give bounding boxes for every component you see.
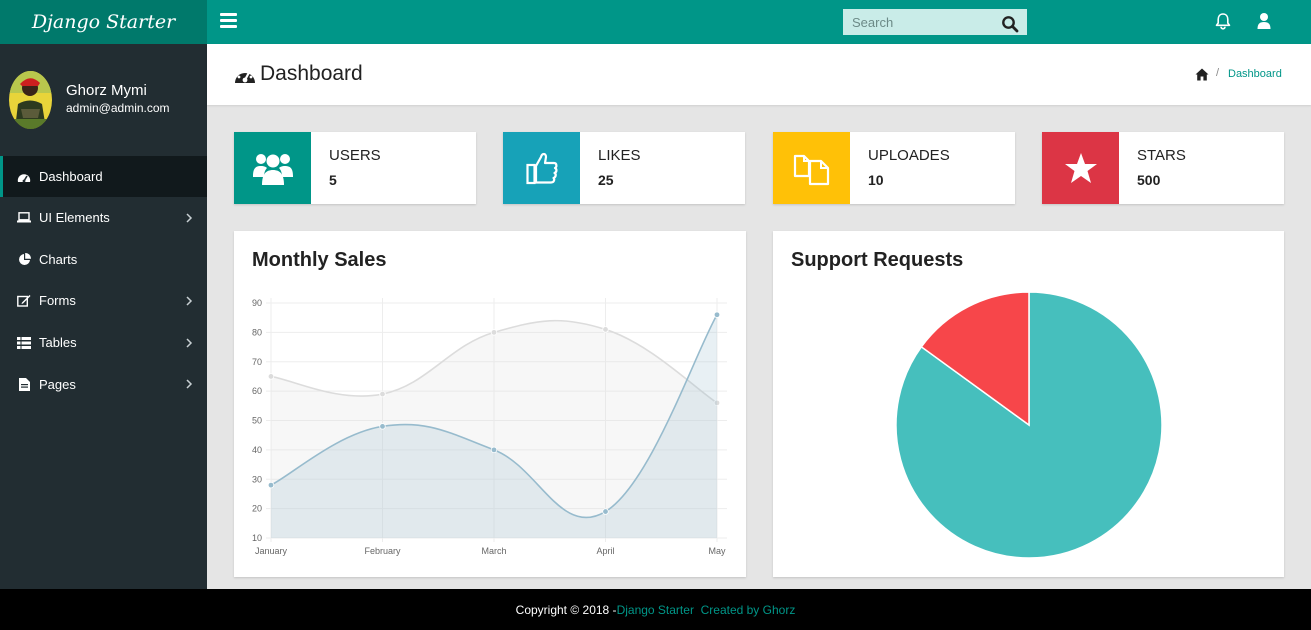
users-icon bbox=[234, 132, 311, 204]
footer-link-creator[interactable]: Created by Ghorz bbox=[700, 602, 796, 617]
footer-copyright: Copyright © 2018 - bbox=[515, 602, 617, 617]
panel-title: Support Requests bbox=[791, 249, 964, 271]
thumbs-up-icon bbox=[503, 132, 580, 204]
sidebar-item-label: Forms bbox=[39, 293, 76, 309]
series-0-point[interactable] bbox=[602, 326, 609, 333]
top-navbar: Django Starter bbox=[0, 0, 1311, 44]
search-icon[interactable] bbox=[1001, 15, 1019, 33]
stat-value: 5 bbox=[329, 172, 337, 188]
sidebar-item-pages[interactable]: Pages bbox=[0, 363, 207, 405]
series-0-area bbox=[271, 320, 717, 538]
x-tick-label: March bbox=[481, 546, 506, 556]
stat-label: USERS bbox=[329, 147, 381, 164]
profile-email: admin@admin.com bbox=[66, 101, 170, 115]
monthly-sales-panel: Monthly Sales 10 20 30 40 50 60 70 80 90 January F… bbox=[234, 231, 746, 577]
panel-title: Monthly Sales bbox=[252, 249, 387, 271]
chevron-right-icon bbox=[186, 296, 193, 306]
stat-card-stars: STARS 500 bbox=[1042, 132, 1284, 204]
stat-label: STARS bbox=[1137, 147, 1186, 164]
y-tick-label: 20 bbox=[252, 504, 262, 514]
sidebar-item-label: Tables bbox=[39, 335, 77, 351]
series-0-point[interactable] bbox=[713, 399, 721, 407]
avatar[interactable] bbox=[9, 71, 52, 129]
y-tick-label: 60 bbox=[252, 386, 262, 396]
y-tick-label: 90 bbox=[252, 298, 262, 308]
sidebar-item-label: Pages bbox=[39, 376, 76, 392]
x-tick-label: January bbox=[255, 546, 288, 556]
sidebar-item-tables[interactable]: Tables bbox=[0, 322, 207, 364]
series-0-point[interactable] bbox=[490, 329, 498, 336]
series-0-point[interactable] bbox=[267, 373, 275, 380]
stat-label: LIKES bbox=[598, 147, 641, 164]
stat-value: 500 bbox=[1137, 172, 1161, 188]
sidebar-item-label: UI Elements bbox=[39, 210, 110, 226]
series-0-point[interactable] bbox=[379, 390, 386, 398]
user-icon[interactable] bbox=[1256, 12, 1272, 30]
y-tick-label: 40 bbox=[252, 445, 262, 455]
gauge-icon bbox=[235, 68, 255, 83]
search-input[interactable] bbox=[843, 9, 993, 35]
chevron-right-icon bbox=[186, 338, 193, 348]
stat-card-likes: LIKES 25 bbox=[503, 132, 745, 204]
file-icon bbox=[17, 377, 31, 391]
laptop-icon bbox=[17, 211, 31, 224]
series-1-point[interactable] bbox=[713, 311, 721, 318]
pie-slice-1[interactable] bbox=[920, 291, 1030, 427]
gauge-icon bbox=[17, 170, 31, 183]
series-1-line bbox=[270, 314, 718, 519]
footer-spacer bbox=[694, 603, 701, 617]
profile-name: Ghorz Mymi bbox=[66, 82, 147, 99]
x-tick-label: May bbox=[708, 546, 726, 556]
stat-value: 10 bbox=[868, 172, 884, 188]
page-header: Dashboard / Dashboard bbox=[207, 44, 1311, 105]
breadcrumb-separator: / bbox=[1216, 67, 1220, 79]
monthly-sales-chart[interactable]: 10 20 30 40 50 60 70 80 90 January February March Ap… bbox=[234, 231, 746, 577]
sidebar-item-forms[interactable]: Forms bbox=[0, 280, 207, 322]
stat-card-uploads: UPLOADES 10 bbox=[773, 132, 1015, 204]
page-title: Dashboard bbox=[260, 62, 363, 85]
sidebar-item-ui-elements[interactable]: UI Elements bbox=[0, 197, 207, 239]
sidebar-item-label: Dashboard bbox=[39, 169, 103, 184]
brand-logo[interactable]: Django Starter bbox=[0, 0, 207, 44]
support-requests-chart[interactable] bbox=[773, 231, 1284, 577]
footer-link-django-starter[interactable]: Django Starter bbox=[616, 602, 694, 617]
hamburger-icon[interactable] bbox=[220, 13, 237, 28]
stat-label: UPLOADES bbox=[868, 147, 950, 164]
stat-value: 25 bbox=[598, 172, 614, 188]
sidebar-item-dashboard[interactable]: Dashboard bbox=[0, 156, 207, 197]
sidebar: Ghorz Mymi admin@admin.com Dashboard UI … bbox=[0, 44, 207, 589]
y-tick-label: 10 bbox=[252, 533, 262, 543]
search-box bbox=[843, 9, 1027, 35]
sidebar-item-label: Charts bbox=[39, 251, 78, 267]
breadcrumb-current[interactable]: Dashboard bbox=[1228, 68, 1282, 80]
bell-icon[interactable] bbox=[1214, 12, 1232, 30]
pie-chart-icon bbox=[17, 252, 31, 266]
edit-icon bbox=[17, 294, 31, 308]
y-tick-label: 50 bbox=[252, 416, 262, 426]
series-1-point[interactable] bbox=[379, 423, 386, 430]
series-1-point[interactable] bbox=[602, 508, 609, 515]
y-tick-label: 70 bbox=[252, 357, 262, 367]
chevron-right-icon bbox=[186, 379, 193, 389]
series-1-area bbox=[271, 314, 717, 538]
table-icon bbox=[17, 336, 31, 349]
series-1-point[interactable] bbox=[267, 481, 275, 489]
sidebar-item-charts[interactable]: Charts bbox=[0, 239, 207, 281]
chevron-right-icon bbox=[186, 213, 193, 223]
files-icon bbox=[773, 132, 850, 204]
series-1-point[interactable] bbox=[490, 446, 498, 454]
footer: Copyright © 2018 - Django Starter Create… bbox=[0, 589, 1311, 630]
x-tick-label: February bbox=[364, 546, 401, 556]
sidebar-menu: Dashboard UI Elements Charts Forms bbox=[0, 156, 207, 405]
y-tick-label: 80 bbox=[252, 327, 262, 337]
y-tick-label: 30 bbox=[252, 474, 262, 484]
support-requests-panel: Support Requests bbox=[773, 231, 1284, 577]
user-profile: Ghorz Mymi admin@admin.com bbox=[0, 44, 207, 156]
x-tick-label: April bbox=[596, 546, 614, 556]
home-icon[interactable] bbox=[1195, 68, 1209, 81]
star-icon bbox=[1042, 132, 1119, 204]
stat-card-users: USERS 5 bbox=[234, 132, 476, 204]
